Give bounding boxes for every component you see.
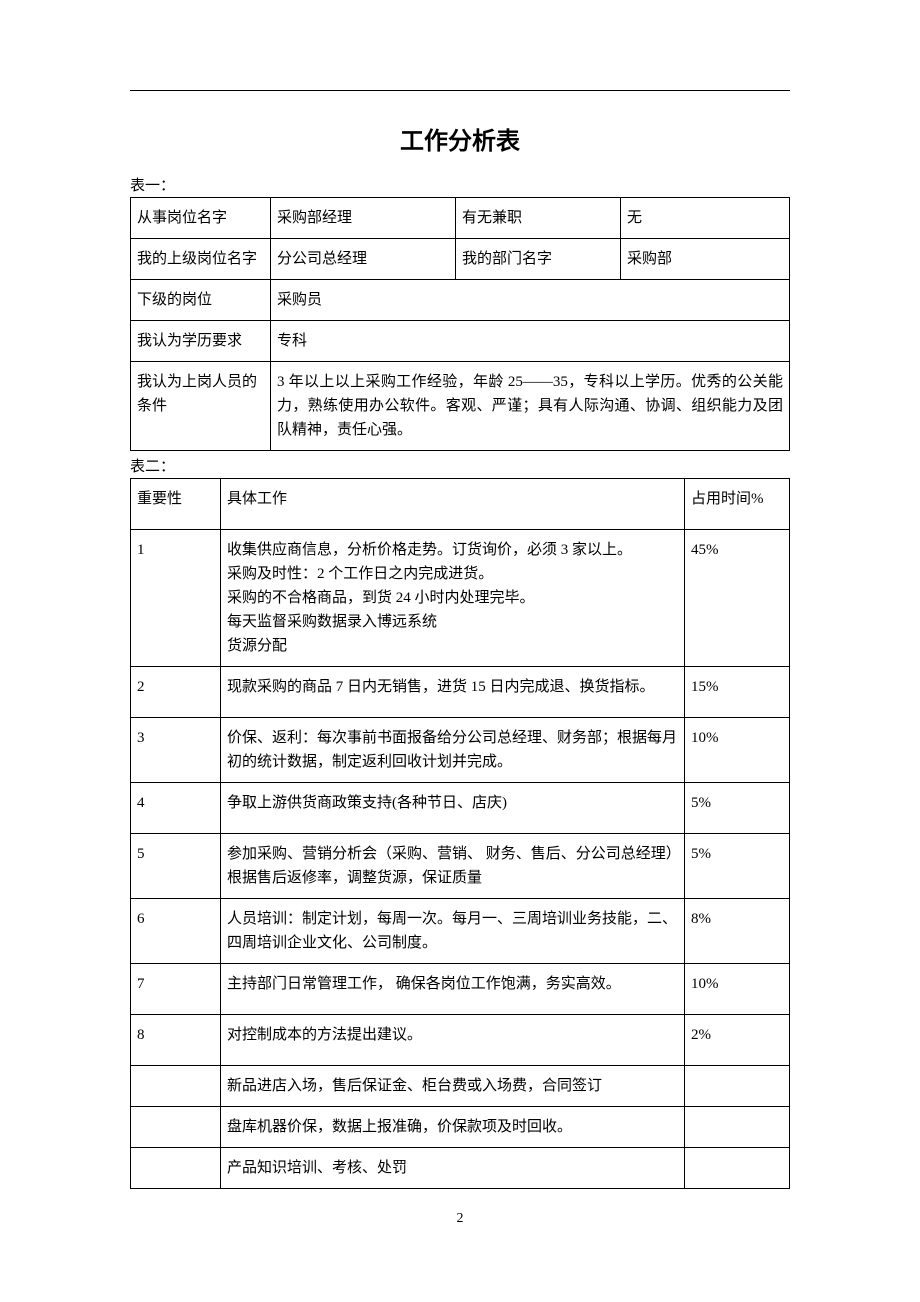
table-row: 5参加采购、营销分析会（采购、营销、 财务、售后、分公司总经理）根据售后返修率，…: [131, 834, 790, 899]
header-rule: [130, 90, 790, 91]
importance-cell: 8: [131, 1015, 221, 1066]
table-row: 新品进店入场，售后保证金、柜台费或入场费，合同签订: [131, 1066, 790, 1107]
table-row: 2现款采购的商品 7 日内无销售，进货 15 日内完成退、换货指标。15%: [131, 667, 790, 718]
work-cell: 价保、返利：每次事前书面报备给分公司总经理、财务部；根据每月初的统计数据，制定返…: [221, 718, 685, 783]
cell-value: 分公司总经理: [271, 239, 456, 280]
work-cell: 收集供应商信息，分析价格走势。订货询价，必须 3 家以上。 采购及时性：2 个工…: [221, 530, 685, 667]
time-cell: 45%: [685, 530, 790, 667]
table1-label: 表一：: [130, 174, 790, 195]
importance-cell: 7: [131, 964, 221, 1015]
time-cell: [685, 1066, 790, 1107]
time-cell: 10%: [685, 964, 790, 1015]
table-row: 从事岗位名字 采购部经理 有无兼职 无: [131, 198, 790, 239]
cell-value: 采购部: [621, 239, 790, 280]
importance-cell: 4: [131, 783, 221, 834]
table-row: 盘库机器价保，数据上报准确，价保款项及时回收。: [131, 1107, 790, 1148]
cell-value: 3 年以上以上采购工作经验，年龄 25——35，专科以上学历。优秀的公关能力，熟…: [271, 362, 790, 451]
time-cell: 10%: [685, 718, 790, 783]
work-cell: 产品知识培训、考核、处罚: [221, 1148, 685, 1189]
time-cell: [685, 1148, 790, 1189]
cell-label: 下级的岗位: [131, 280, 271, 321]
work-cell: 人员培训：制定计划，每周一次。每月一、三周培训业务技能，二、四周培训企业文化、公…: [221, 899, 685, 964]
importance-cell: 1: [131, 530, 221, 667]
importance-cell: 5: [131, 834, 221, 899]
cell-value: 采购员: [271, 280, 790, 321]
work-cell: 争取上游供货商政策支持(各种节日、店庆): [221, 783, 685, 834]
work-cell: 参加采购、营销分析会（采购、营销、 财务、售后、分公司总经理）根据售后返修率，调…: [221, 834, 685, 899]
table-row: 产品知识培训、考核、处罚: [131, 1148, 790, 1189]
cell-label: 从事岗位名字: [131, 198, 271, 239]
work-cell: 对控制成本的方法提出建议。: [221, 1015, 685, 1066]
time-cell: 5%: [685, 783, 790, 834]
cell-label: 我的部门名字: [456, 239, 621, 280]
work-cell: 盘库机器价保，数据上报准确，价保款项及时回收。: [221, 1107, 685, 1148]
document-page: 工作分析表 表一： 从事岗位名字 采购部经理 有无兼职 无 我的上级岗位名字 分…: [0, 0, 920, 1189]
table-row: 4争取上游供货商政策支持(各种节日、店庆)5%: [131, 783, 790, 834]
time-cell: 15%: [685, 667, 790, 718]
table-row: 3价保、返利：每次事前书面报备给分公司总经理、财务部；根据每月初的统计数据，制定…: [131, 718, 790, 783]
cell-value: 专科: [271, 321, 790, 362]
table-row: 我认为上岗人员的条件 3 年以上以上采购工作经验，年龄 25——35，专科以上学…: [131, 362, 790, 451]
work-cell: 现款采购的商品 7 日内无销售，进货 15 日内完成退、换货指标。: [221, 667, 685, 718]
table-two: 重要性具体工作占用时间%1收集供应商信息，分析价格走势。订货询价，必须 3 家以…: [130, 478, 790, 1189]
cell-label: 有无兼职: [456, 198, 621, 239]
header-cell: 具体工作: [221, 479, 685, 530]
work-cell: 主持部门日常管理工作， 确保各岗位工作饱满，务实高效。: [221, 964, 685, 1015]
importance-cell: 6: [131, 899, 221, 964]
table-one: 从事岗位名字 采购部经理 有无兼职 无 我的上级岗位名字 分公司总经理 我的部门…: [130, 197, 790, 451]
cell-value: 采购部经理: [271, 198, 456, 239]
time-cell: 5%: [685, 834, 790, 899]
page-number: 2: [0, 1211, 920, 1227]
cell-value: 无: [621, 198, 790, 239]
table2-label: 表二：: [130, 455, 790, 476]
importance-cell: [131, 1107, 221, 1148]
time-cell: 8%: [685, 899, 790, 964]
importance-cell: [131, 1148, 221, 1189]
table-header-row: 重要性具体工作占用时间%: [131, 479, 790, 530]
importance-cell: [131, 1066, 221, 1107]
page-title: 工作分析表: [130, 121, 790, 156]
importance-cell: 2: [131, 667, 221, 718]
table-row: 1收集供应商信息，分析价格走势。订货询价，必须 3 家以上。 采购及时性：2 个…: [131, 530, 790, 667]
table-row: 8对控制成本的方法提出建议。2%: [131, 1015, 790, 1066]
time-cell: [685, 1107, 790, 1148]
time-cell: 2%: [685, 1015, 790, 1066]
cell-label: 我的上级岗位名字: [131, 239, 271, 280]
header-cell: 重要性: [131, 479, 221, 530]
table-row: 6人员培训：制定计划，每周一次。每月一、三周培训业务技能，二、四周培训企业文化、…: [131, 899, 790, 964]
cell-label: 我认为上岗人员的条件: [131, 362, 271, 451]
importance-cell: 3: [131, 718, 221, 783]
table-row: 下级的岗位 采购员: [131, 280, 790, 321]
cell-label: 我认为学历要求: [131, 321, 271, 362]
table-row: 我的上级岗位名字 分公司总经理 我的部门名字 采购部: [131, 239, 790, 280]
work-cell: 新品进店入场，售后保证金、柜台费或入场费，合同签订: [221, 1066, 685, 1107]
header-cell: 占用时间%: [685, 479, 790, 530]
table-row: 7主持部门日常管理工作， 确保各岗位工作饱满，务实高效。10%: [131, 964, 790, 1015]
table-row: 我认为学历要求 专科: [131, 321, 790, 362]
